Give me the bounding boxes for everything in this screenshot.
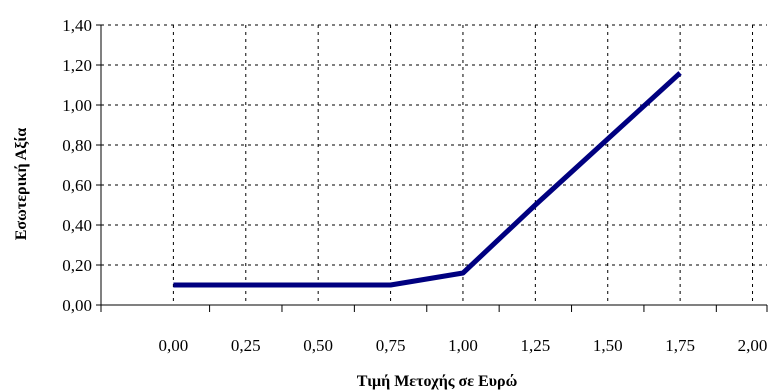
- y-tick-label: 0,60: [62, 176, 92, 195]
- x-tick-label: 0,25: [231, 336, 261, 355]
- axes: [96, 24, 768, 312]
- y-tick-label: 0,80: [62, 136, 92, 155]
- tick-labels: 0,00 0,20 0,40 0,60 0,80 1,00 1,20 1,40 0,00 0,25…: [62, 16, 767, 355]
- grid-lines: [101, 24, 767, 305]
- x-tick-label: 2,00: [738, 336, 768, 355]
- x-tick-label: 1,50: [593, 336, 623, 355]
- y-tick-label: 0,00: [62, 296, 92, 315]
- y-tick-label: 1,40: [62, 16, 92, 35]
- y-tick-label: 1,00: [62, 96, 92, 115]
- x-tick-label: 1,75: [665, 336, 695, 355]
- x-tick-label: 1,00: [448, 336, 478, 355]
- series-group: [173, 71, 682, 288]
- series-line: [173, 71, 682, 288]
- y-tick-label: 0,20: [62, 256, 92, 275]
- x-tick-label: 0,00: [159, 336, 189, 355]
- x-axis-title: Τιμή Μετοχής σε Ευρώ: [357, 373, 518, 390]
- x-tick-label: 0,75: [376, 336, 406, 355]
- y-tick-label: 1,20: [62, 56, 92, 75]
- x-tick-label: 0,50: [303, 336, 333, 355]
- x-tick-label: 1,25: [520, 336, 550, 355]
- y-axis-title: Εσωτερική Αξία: [13, 128, 30, 241]
- y-tick-label: 0,40: [62, 216, 92, 235]
